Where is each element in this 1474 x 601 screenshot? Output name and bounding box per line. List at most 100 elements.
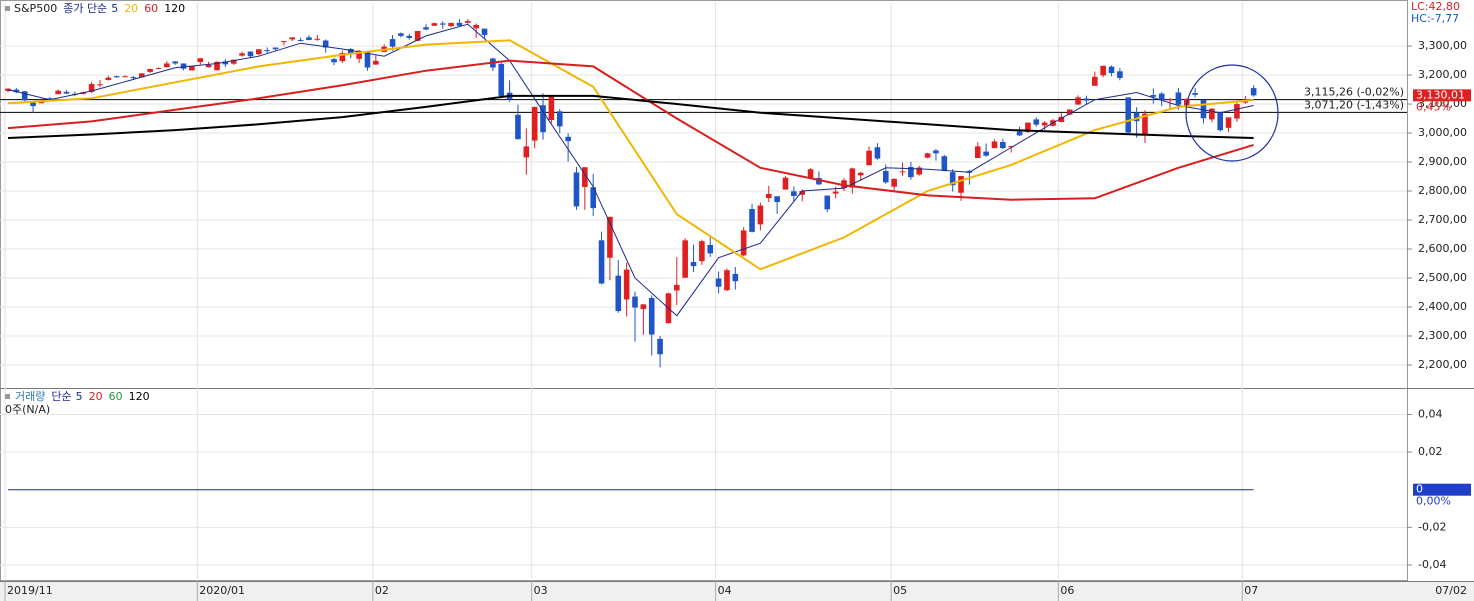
- candle-body: [740, 230, 747, 256]
- y-tick-label: 2,600,00: [1418, 242, 1467, 255]
- candle-body: [941, 156, 948, 171]
- candle-body: [1200, 99, 1207, 119]
- candle-body: [63, 91, 70, 94]
- x-tick-label: 04: [718, 584, 732, 597]
- candle-body: [289, 37, 296, 40]
- candle-body: [314, 38, 321, 40]
- candle-body: [531, 106, 538, 141]
- line-series: [7, 59, 1254, 201]
- candle-body: [498, 64, 505, 96]
- candle-body: [949, 172, 956, 186]
- candle-body: [1092, 76, 1098, 86]
- candle-body: [147, 68, 153, 72]
- candle-body: [214, 61, 220, 71]
- candle-body: [439, 23, 446, 25]
- candle-body: [97, 84, 103, 86]
- candle-body: [1167, 99, 1173, 101]
- end-date: 07/02: [1435, 584, 1467, 597]
- candle-body: [690, 262, 697, 267]
- candle-body: [1016, 131, 1023, 136]
- candle-body: [414, 30, 421, 41]
- candle-body: [164, 63, 170, 68]
- chart-title: S&P500: [14, 2, 57, 15]
- candle-body: [816, 177, 822, 185]
- candle-body: [715, 278, 722, 287]
- candle-body: [172, 61, 178, 64]
- candle-body: [205, 64, 212, 68]
- candle-body: [657, 338, 663, 355]
- candle-body: [699, 241, 705, 262]
- candle-body: [331, 59, 337, 63]
- y-tick-label: 2,400,00: [1418, 300, 1467, 313]
- candle-body: [590, 187, 596, 209]
- info-label: 0주(N/A): [5, 403, 50, 416]
- y-tick-label: -0,02: [1418, 520, 1446, 533]
- candle-body: [548, 95, 555, 120]
- candle-body: [230, 59, 237, 64]
- candle-body: [849, 168, 856, 188]
- candle-body: [113, 76, 120, 78]
- candle-body: [55, 90, 61, 95]
- candle-body: [732, 273, 739, 282]
- candle-body: [180, 63, 187, 69]
- candle-body: [448, 22, 454, 27]
- lc-label: LC:42,80: [1411, 0, 1460, 13]
- candle-body: [933, 150, 939, 154]
- plot-frame: [0, 0, 1408, 581]
- legend-label: 단순: [51, 390, 71, 403]
- legend-entry: 5: [76, 390, 83, 403]
- marks: [0, 19, 1407, 491]
- candle-body: [222, 61, 229, 65]
- candle-body: [189, 66, 195, 71]
- highlight-circle: [1185, 64, 1279, 162]
- candle-body: [1066, 109, 1073, 115]
- legend: S&P500 종가 단순 5 20 60 120: [14, 2, 185, 15]
- change-label: 0,45%: [1416, 100, 1451, 113]
- candle-body: [908, 166, 914, 178]
- candle-body: [582, 167, 588, 187]
- y-tick-label: -0,04: [1418, 558, 1446, 571]
- candle-body: [573, 172, 580, 207]
- line-series: [7, 94, 1254, 139]
- candle-body: [423, 27, 429, 30]
- candle-body: [958, 175, 964, 193]
- candle-body: [47, 98, 53, 100]
- candle-body: [807, 169, 814, 179]
- legend-entry: 60: [109, 390, 123, 403]
- candle-body: [481, 28, 488, 36]
- y-tick-label: 0,02: [1418, 445, 1443, 458]
- legend-label: 종가 단순: [63, 2, 107, 15]
- candle-body: [339, 53, 346, 62]
- legend-icon: [5, 6, 10, 11]
- candle-body: [1217, 111, 1223, 131]
- candle-body: [1250, 88, 1257, 96]
- legend-entry: 20: [89, 390, 103, 403]
- x-tick-label: 06: [1060, 584, 1074, 597]
- x-tick-label: 02: [375, 584, 389, 597]
- hc-label: HC:-7,77: [1411, 12, 1459, 25]
- y-tick-label: 2,700,00: [1418, 213, 1467, 226]
- candle-body: [983, 151, 989, 156]
- y-tick-label: 2,200,00: [1418, 358, 1467, 371]
- last-price-label: 3,130,01: [1416, 88, 1465, 101]
- candle-body: [1142, 113, 1148, 135]
- candle-body: [556, 111, 563, 127]
- x-tick-label: 2020/01: [199, 584, 245, 597]
- candle-body: [431, 23, 438, 26]
- legend-icon: [5, 394, 10, 399]
- candle-body: [540, 105, 546, 133]
- x-axis-strip: [0, 582, 1474, 601]
- candle-body: [473, 24, 479, 29]
- line-series: [7, 23, 1254, 317]
- candle-body: [398, 33, 404, 36]
- last-value-box: [1413, 483, 1471, 496]
- reference-label: 3,115,26 (-0,02%): [1304, 86, 1404, 99]
- candle-body: [13, 89, 20, 93]
- last-value-label: 0: [1416, 483, 1423, 496]
- candle-body: [197, 58, 204, 63]
- candle-body: [21, 91, 28, 101]
- candle-body: [256, 49, 262, 55]
- candle-body: [1158, 93, 1165, 101]
- candle-body: [281, 41, 287, 43]
- candle-body: [782, 177, 789, 190]
